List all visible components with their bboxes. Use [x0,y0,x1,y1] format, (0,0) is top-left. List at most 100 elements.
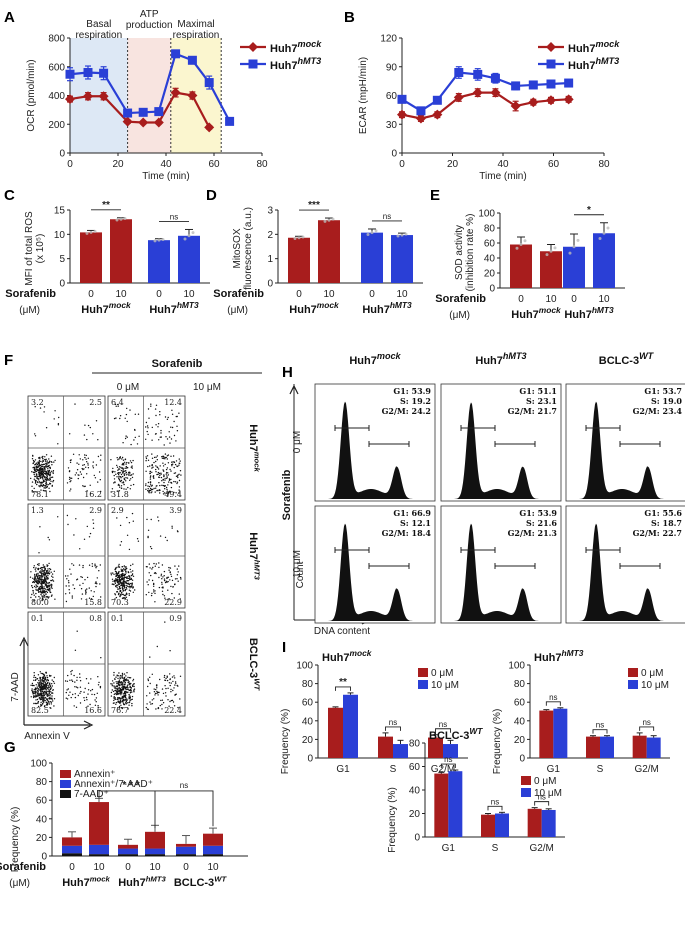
I2-bar [646,737,661,758]
flow-event [177,571,179,573]
flow-event [78,474,80,476]
flow-event [110,459,112,461]
flow-event [87,457,90,459]
flow-event [121,591,123,594]
flow-event [52,580,55,582]
flow-event [178,565,180,567]
flow-event [132,520,134,522]
flow-event [32,684,34,687]
C-dot [123,217,127,221]
flow-event [113,478,116,480]
flow-event [43,468,46,470]
flow-event [48,596,50,598]
flow-event [50,691,52,693]
I2-bar [600,736,614,758]
I1-bar [428,737,443,758]
flow-event [113,474,115,477]
flow-event [33,461,36,463]
flow-event [130,586,132,588]
flow-event [120,697,122,699]
flow-event [175,440,177,442]
flow-event [127,571,130,573]
flow-event [41,676,44,678]
B-ytick-label: 120 [380,34,397,45]
flow-event [52,576,54,578]
flow-event [161,457,164,459]
flow-event [35,570,37,572]
flow-event [124,473,126,475]
I1-bar [378,736,393,758]
flow-event [126,516,128,519]
flow-event [35,691,37,694]
flow-event [49,483,52,485]
flow-event [86,576,89,579]
flow-event [45,692,47,694]
flow-event [124,695,127,697]
G-ylabel: Frequency (%) [10,807,21,873]
flow-event [137,413,140,415]
flow-event [166,467,169,469]
flow-event [117,582,119,584]
flow-event [150,703,152,705]
flow-event [49,477,51,479]
flow-event [124,461,126,463]
flow-event [111,680,114,682]
flow-event [164,477,166,480]
flow-event [65,697,68,699]
flow-event [57,424,60,426]
flow-event [158,472,161,475]
flow-event [83,699,86,702]
flow-event [166,455,169,457]
flow-event [46,466,48,468]
I2-legend-swatch [628,680,638,689]
flow-event [120,584,123,587]
flow-event [51,683,53,685]
flow-event [155,465,157,467]
flow-event [44,476,46,478]
flow-event [39,586,41,588]
flow-event [167,416,169,419]
flow-event [40,587,43,590]
flow-event [46,678,48,681]
D-dot [396,234,400,238]
E-ytick-label: 40 [484,254,496,265]
I2-sig: ns [549,693,557,702]
flow-event [147,465,149,468]
flow-event [39,705,42,707]
I1-bar [443,744,458,758]
flow-event [128,593,130,595]
flow-event [174,463,177,466]
panel-label-C: C [4,187,15,204]
flow-event [151,453,153,455]
I1-xtick-label: S [390,764,397,775]
flow-event [85,458,87,460]
flow-event [117,576,120,578]
flow-event [147,535,149,538]
flow-event [117,688,119,690]
flow-event [113,685,115,687]
flow-event [97,706,99,709]
flow-event [145,488,147,490]
flow-event [70,673,73,675]
flow-event [121,587,124,590]
flow-event [37,591,40,593]
I3-bar [541,809,556,837]
flow-event [84,589,87,591]
flow-event [130,582,132,585]
flow-event [53,698,56,700]
flow-event [118,675,120,677]
flow-event [52,471,54,473]
flow-event [165,456,167,459]
flow-event [45,482,47,485]
I1-ytick-label: 80 [302,679,314,690]
flow-event [87,424,90,427]
flow-event [34,568,36,570]
flow-event [113,697,115,699]
flow-event [68,476,71,479]
E-group-hmt3: Huh7hMT3 [564,305,614,321]
flow-event [94,565,96,567]
flow-event [44,480,46,482]
I3-bar [448,771,463,837]
flow-event [166,477,168,480]
